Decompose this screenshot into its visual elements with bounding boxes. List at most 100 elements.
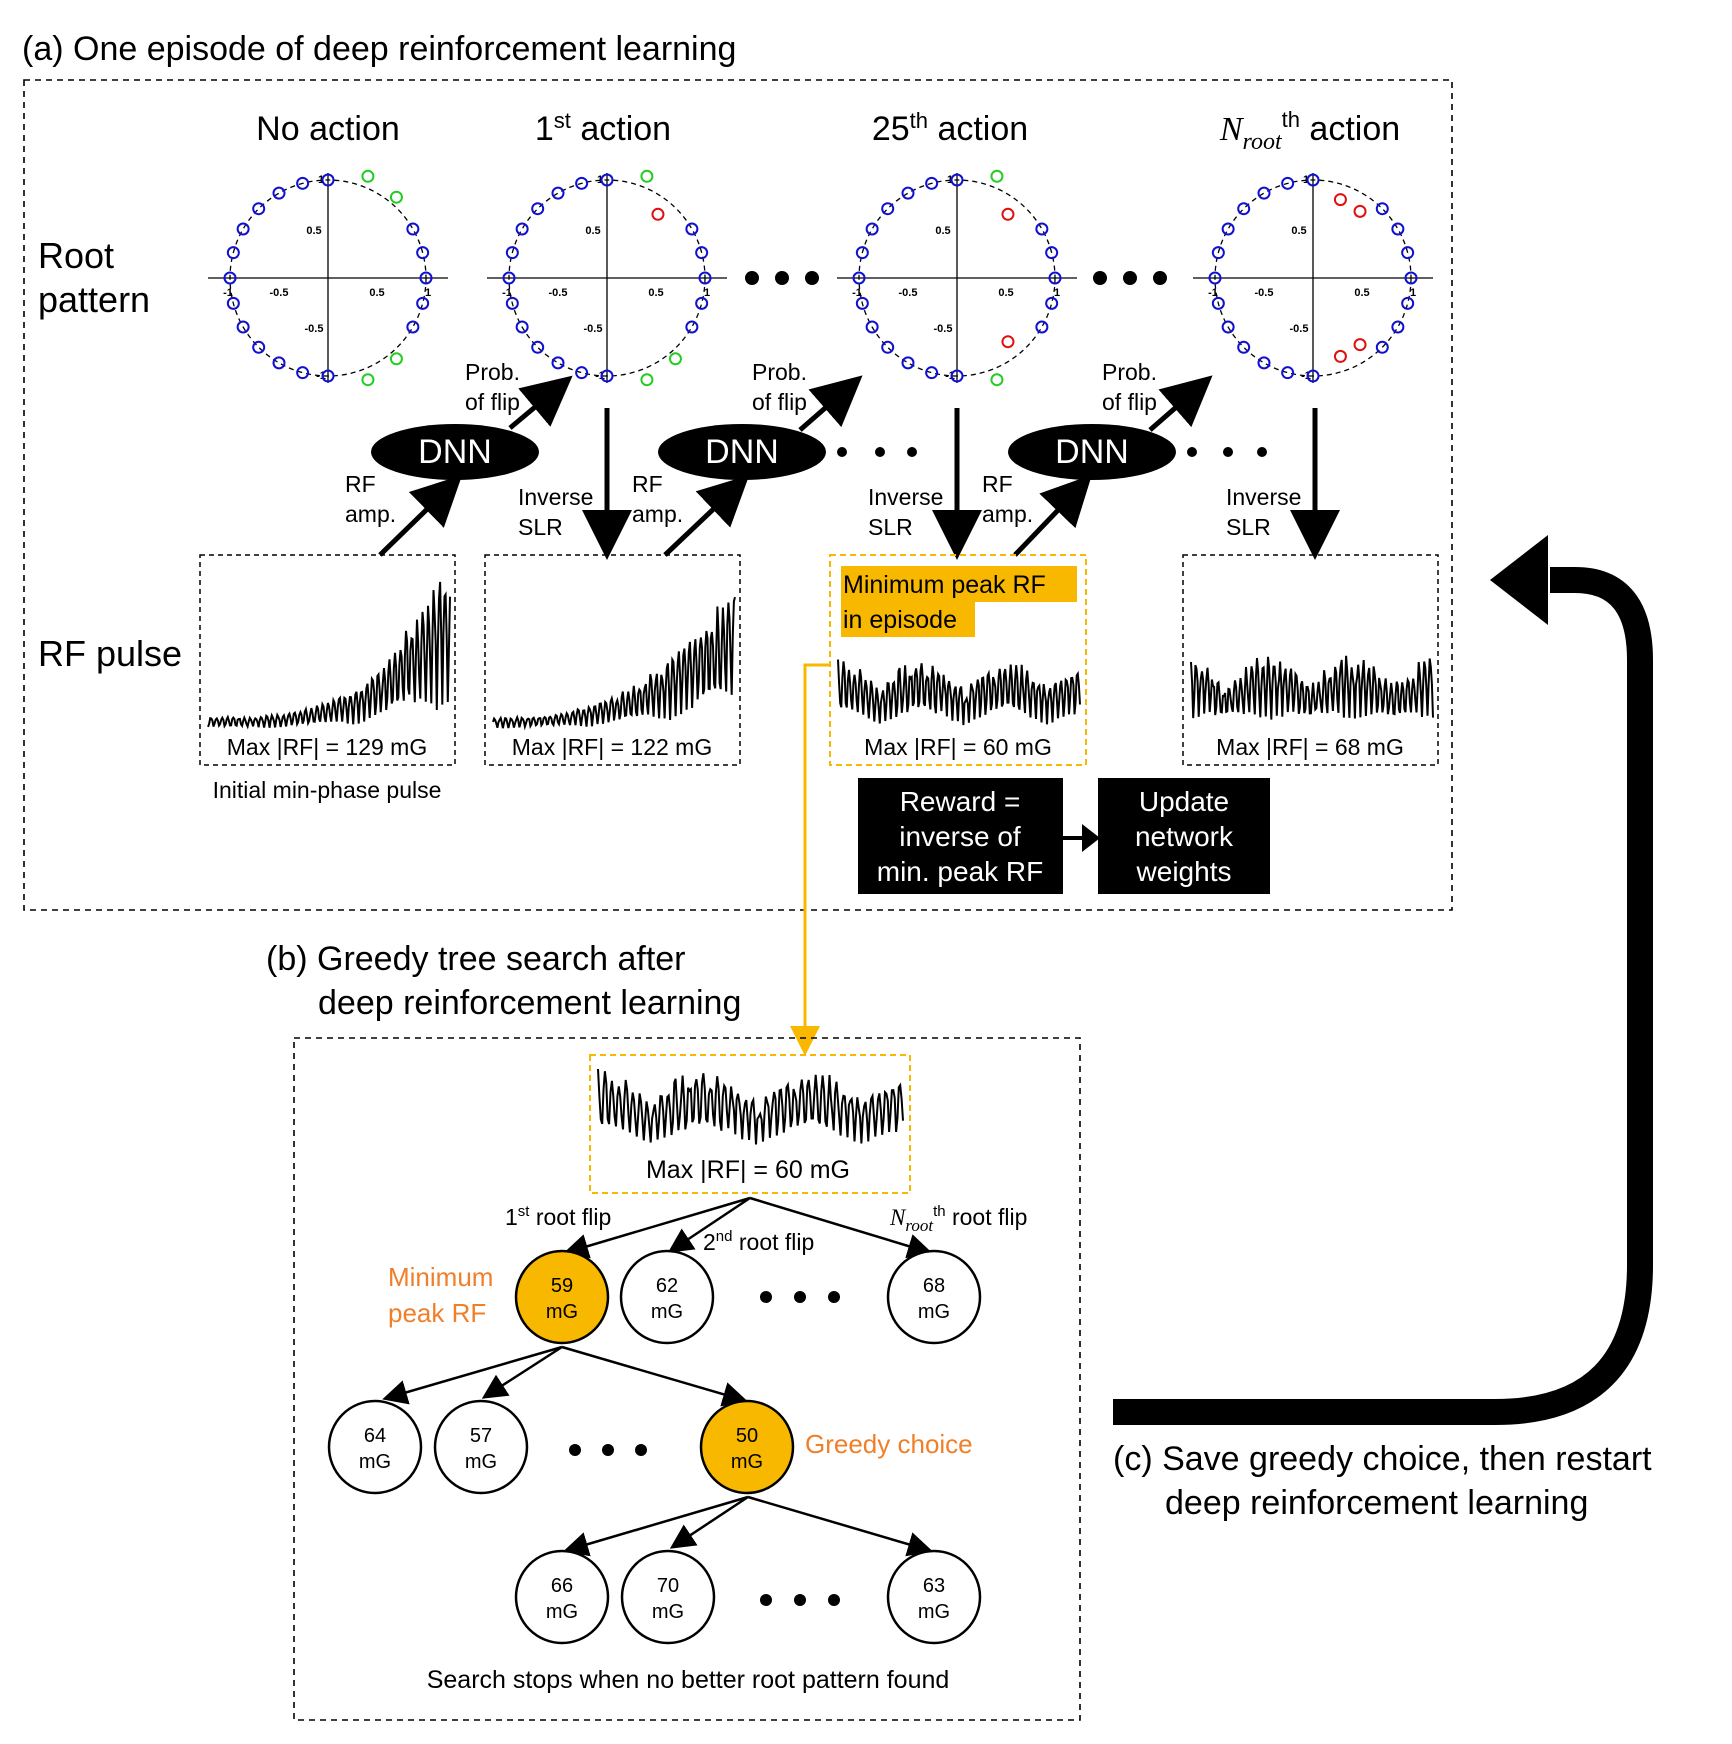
flip-label-2nd: 2nd root flip	[703, 1228, 814, 1255]
zero-marker-blue	[1257, 186, 1271, 200]
zero-marker-green	[389, 352, 403, 366]
svg-text:mG: mG	[731, 1451, 763, 1473]
zero-marker-blue	[252, 340, 266, 354]
rf-amp-label-1b: amp.	[345, 501, 396, 527]
root-plot-3: -0.5 0.5 1 -1 0.5 -0.5 1 -1	[837, 169, 1077, 387]
minimum-label-1: Minimum	[388, 1262, 493, 1292]
svg-text:mG: mG	[546, 1601, 578, 1623]
tree-node-63: 63 mG	[886, 1549, 982, 1645]
zero-marker-blue	[1306, 173, 1320, 187]
zero-marker-blue	[901, 186, 915, 200]
zero-marker-red	[1353, 338, 1367, 352]
tree-root-waveform-line	[597, 1068, 904, 1145]
zero-marker-blue	[1035, 222, 1049, 236]
tick-label: -1	[502, 287, 512, 299]
root-plot-4: -0.5 0.5 1 -1 0.5 -0.5 1 -1	[1193, 173, 1433, 383]
inverse-slr-label-1a: Inverse	[518, 484, 593, 510]
tick-label: 1	[425, 287, 431, 299]
tree-node-50: 50 mG	[699, 1399, 795, 1495]
rf-amp-label-3a: RF	[982, 471, 1013, 497]
section-c-line1: (c) Save greedy choice, then restart	[1113, 1440, 1652, 1478]
zero-marker-blue	[575, 176, 589, 190]
tick-label: 0.5	[585, 225, 600, 237]
zero-marker-blue	[296, 366, 310, 380]
row-label-root: Root	[38, 235, 114, 276]
zero-marker-blue	[685, 222, 699, 236]
zero-marker-blue	[551, 186, 565, 200]
tick-label: -1	[223, 287, 233, 299]
dnn-label-2: DNN	[705, 433, 779, 471]
tick-label: 0.5	[306, 225, 321, 237]
column-title-nroot-action: Nrootth action	[1219, 107, 1400, 155]
zero-marker-red	[1353, 204, 1367, 218]
rf-pulse-box-2	[484, 554, 741, 766]
prob-label-3a: Prob.	[1102, 359, 1157, 385]
svg-text:mG: mG	[652, 1601, 684, 1623]
zero-marker-blue	[1281, 176, 1295, 190]
tree-node-64: 64 mG	[327, 1399, 423, 1495]
dnn-node-1	[371, 424, 539, 480]
column-title-25th-action: 25th action	[872, 108, 1028, 148]
tick-label: 1	[947, 174, 953, 186]
prob-label-3b: of flip	[1102, 389, 1157, 415]
zero-marker-blue	[1237, 340, 1251, 354]
tick-label: -0.5	[899, 287, 918, 299]
tree-node-59: 59 mG	[514, 1249, 610, 1345]
tick-label: -0.5	[584, 323, 603, 335]
zero-marker-blue	[226, 296, 240, 310]
zero-marker-blue	[551, 356, 565, 370]
zero-marker-blue	[855, 296, 869, 310]
zero-marker-blue	[865, 222, 879, 236]
rf-waveform-4	[1190, 655, 1434, 720]
zero-marker-blue	[505, 246, 519, 260]
svg-text:57: 57	[470, 1425, 492, 1447]
zero-marker-blue	[1404, 271, 1418, 285]
zero-marker-blue	[1045, 246, 1059, 260]
tick-label: 1	[1303, 174, 1309, 186]
zero-marker-green	[990, 373, 1004, 387]
dnn-label-3: DNN	[1055, 433, 1129, 471]
zero-marker-red	[651, 207, 665, 221]
zero-marker-blue	[1391, 320, 1405, 334]
zero-marker-blue	[1375, 340, 1389, 354]
episode-box	[23, 79, 1453, 911]
svg-text:mG: mG	[918, 1601, 950, 1623]
zero-marker-blue	[1375, 202, 1389, 216]
tick-label: 1	[318, 174, 324, 186]
zero-marker-blue	[1237, 202, 1251, 216]
zero-marker-blue	[1048, 271, 1062, 285]
svg-text:mG: mG	[465, 1451, 497, 1473]
section-b-title-1: (b) Greedy tree search after	[266, 940, 686, 978]
tick-label: 0.5	[648, 287, 663, 299]
zero-marker-blue	[881, 340, 895, 354]
rf-amp-label-2a: RF	[632, 471, 663, 497]
svg-text:mG: mG	[359, 1451, 391, 1473]
tick-label: 1	[1410, 287, 1416, 299]
zero-marker-green	[361, 169, 375, 183]
svg-text:mG: mG	[651, 1301, 683, 1323]
zero-marker-blue	[321, 369, 335, 383]
inverse-slr-label-2a: Inverse	[868, 484, 943, 510]
svg-text:62: 62	[656, 1275, 678, 1297]
prob-label-1b: of flip	[465, 389, 520, 415]
inverse-slr-label-3a: Inverse	[1226, 484, 1301, 510]
zero-marker-blue	[272, 186, 286, 200]
zero-marker-blue	[1208, 271, 1222, 285]
reward-box	[858, 778, 1063, 894]
zero-marker-red	[1333, 193, 1347, 207]
tick-label: -0.5	[934, 323, 953, 335]
zero-marker-blue	[1281, 366, 1295, 380]
row-label-rf-pulse: RF pulse	[38, 633, 182, 674]
zero-marker-blue	[950, 173, 964, 187]
tick-label: 1	[597, 174, 603, 186]
zero-marker-blue	[406, 222, 420, 236]
zero-marker-red	[1333, 349, 1347, 363]
zero-marker-blue	[1306, 369, 1320, 383]
update-line-3: weights	[1136, 856, 1232, 887]
section-a-title: (a) One episode of deep reinforcement le…	[22, 30, 736, 68]
tick-label: 0.5	[998, 287, 1013, 299]
tree-footer: Search stops when no better root pattern…	[427, 1666, 950, 1694]
tick-label: -1	[316, 370, 326, 382]
zero-marker-green	[361, 373, 375, 387]
